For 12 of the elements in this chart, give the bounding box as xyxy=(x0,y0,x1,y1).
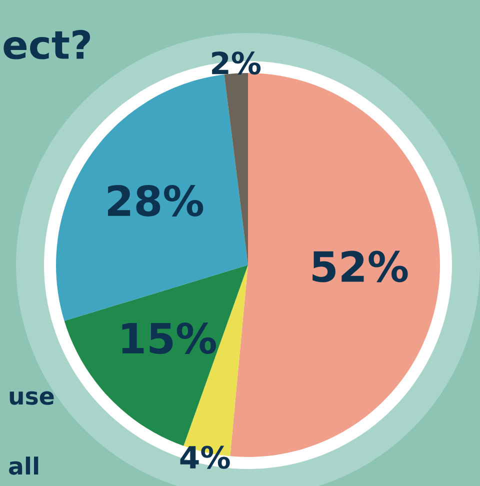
data-label: 52% xyxy=(312,250,408,282)
text: all xyxy=(9,456,38,475)
data-label: 2% xyxy=(212,51,261,75)
data-label: 15% xyxy=(122,322,216,354)
chart-title: ect? xyxy=(4,30,90,60)
text: use xyxy=(10,391,54,405)
pie-slice xyxy=(230,73,440,457)
pie-slice xyxy=(224,73,248,265)
pie-slice xyxy=(64,265,248,446)
data-label: 28% xyxy=(108,184,204,216)
pie-slice xyxy=(56,74,248,321)
data-label: 4% xyxy=(180,446,230,469)
